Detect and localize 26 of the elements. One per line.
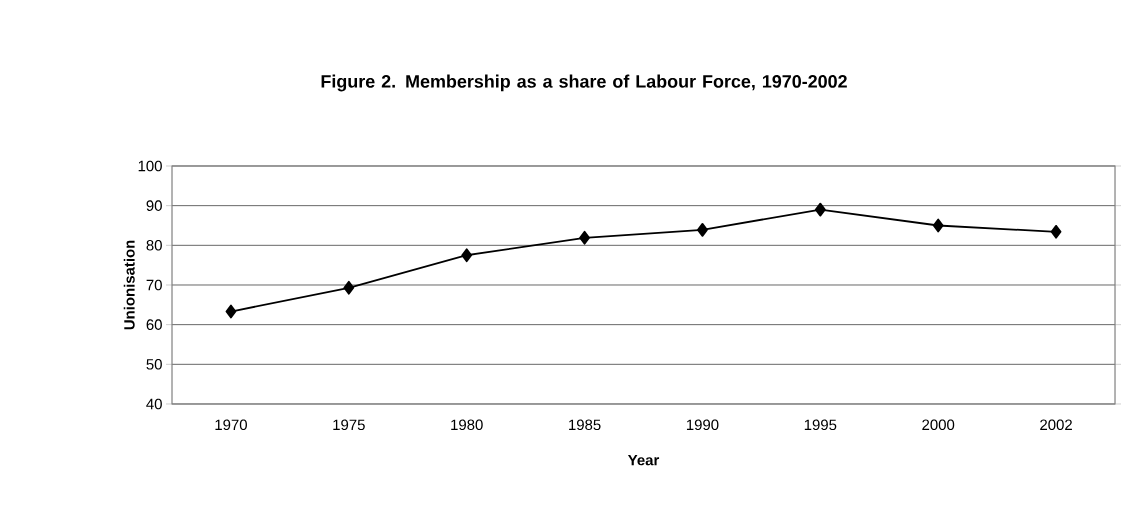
y-tick-label: 90 bbox=[146, 200, 162, 211]
y-tick-label: 40 bbox=[146, 398, 162, 410]
point bbox=[461, 248, 473, 263]
x-tick-label: 1990 bbox=[686, 419, 719, 431]
point bbox=[1050, 224, 1062, 239]
x-tick-label: 2000 bbox=[922, 419, 955, 431]
x-tick-label: 1985 bbox=[569, 419, 601, 431]
point bbox=[579, 230, 590, 245]
y-tick-label: 80 bbox=[146, 240, 162, 251]
x-tick-label: 1970 bbox=[215, 419, 247, 431]
point bbox=[814, 202, 826, 217]
y-tick-label: 60 bbox=[146, 319, 162, 330]
point bbox=[697, 222, 708, 237]
point bbox=[343, 280, 355, 295]
y-tick-label: 100 bbox=[138, 160, 162, 172]
x-tick-label: 1980 bbox=[451, 419, 483, 431]
y-tick-label: 70 bbox=[146, 279, 162, 291]
x-tick-label: 2002 bbox=[1040, 419, 1072, 431]
x-axis-title: Year bbox=[627, 454, 660, 466]
x-tick-label: 1975 bbox=[333, 419, 365, 431]
chart-title: Figure 2. Membership as a share of Labour Force, 1970-2002 bbox=[321, 74, 847, 92]
y-axis-title: Unionisation bbox=[123, 240, 135, 330]
y-tick-label: 50 bbox=[146, 359, 162, 370]
x-tick-label: 1995 bbox=[804, 419, 837, 431]
point bbox=[225, 304, 237, 319]
point bbox=[932, 218, 944, 233]
